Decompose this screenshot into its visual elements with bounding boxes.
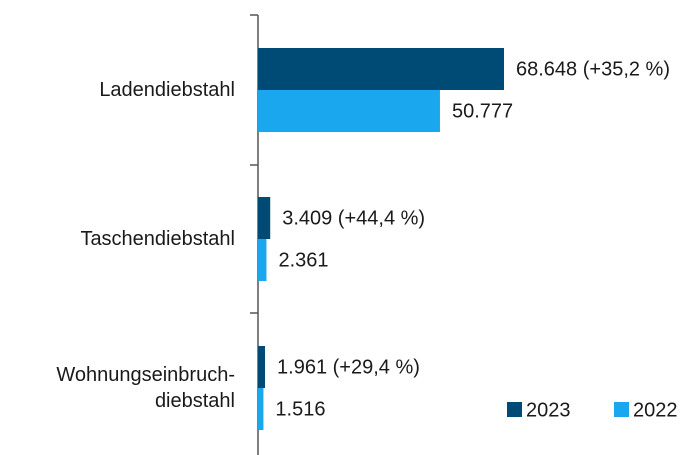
- value-label: 50.777: [452, 100, 513, 122]
- category-label: Wohnungseinbruch- diebstahl: [56, 364, 235, 412]
- bar: [258, 239, 267, 281]
- bar: [258, 346, 266, 388]
- legend-swatch: [614, 402, 629, 417]
- value-label: 68.648 (+35,2 %): [516, 58, 670, 80]
- bar: [258, 197, 271, 239]
- value-label: 2.361: [278, 249, 328, 271]
- legend-label: 2023: [526, 399, 571, 421]
- bar: [258, 90, 440, 132]
- category-label: Taschendiebstahl: [80, 228, 235, 250]
- value-label: 1.961 (+29,4 %): [277, 356, 420, 378]
- category-label: Ladendiebstahl: [99, 79, 235, 101]
- value-label: 1.516: [275, 398, 325, 420]
- legend-label: 2022: [633, 399, 678, 421]
- bar: [258, 388, 264, 430]
- bar: [258, 48, 504, 90]
- legend-swatch: [507, 402, 522, 417]
- value-label: 3.409 (+44,4 %): [282, 207, 425, 229]
